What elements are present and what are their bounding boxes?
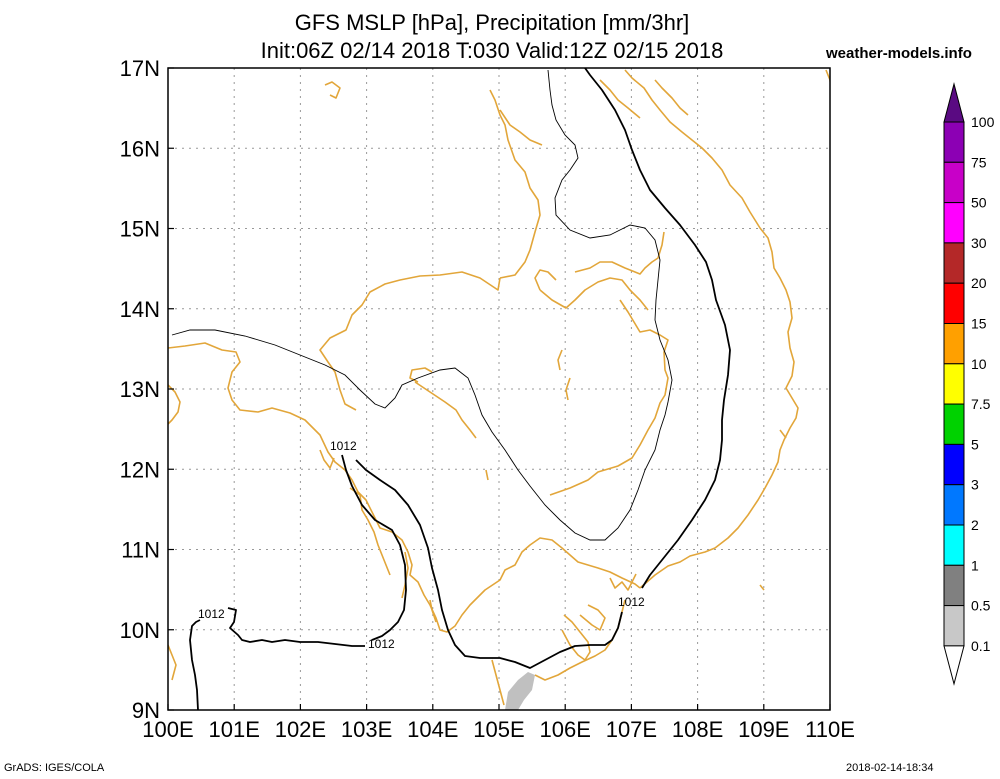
colorbar-label: 100 (971, 114, 995, 130)
map-title: GFS MSLP [hPa], Precipitation [mm/3hr] (294, 10, 690, 35)
colorbar-label: 75 (971, 154, 987, 170)
colorbar-segment (943, 403, 965, 445)
colorbar-label: 1 (971, 557, 979, 573)
colorbar-label: 50 (971, 195, 987, 211)
colorbar-label: 2 (971, 517, 979, 533)
lon-tick-label: 108E (672, 717, 723, 742)
isobar-label: 1012 (368, 637, 395, 651)
isobar-label: 1012 (198, 607, 225, 621)
precipitation-area (505, 672, 535, 710)
lat-tick-label: 16N (120, 136, 160, 161)
colorbar-segment (943, 121, 965, 163)
footer-credit: GrADS: IGES/COLA (4, 762, 105, 774)
colorbar-label: 0.1 (971, 638, 991, 654)
colorbar-label: 0.5 (971, 598, 991, 614)
colorbar-bottom-arrow (943, 645, 965, 686)
colorbar-label: 15 (971, 316, 987, 332)
coastline-borders (168, 69, 830, 706)
colorbar-segment (943, 443, 965, 486)
lat-tick-label: 17N (120, 56, 160, 81)
site-watermark: weather-models.info (826, 45, 972, 62)
colorbar-label: 10 (971, 356, 987, 372)
lat-lon-grid (168, 68, 830, 710)
lat-tick-label: 9N (132, 698, 160, 723)
colorbar-label: 3 (971, 477, 979, 493)
colorbar-label: 5 (971, 436, 979, 452)
lat-tick-label: 14N (120, 297, 160, 322)
isobar-thin (171, 69, 673, 541)
latitude-labels: 17N 16N 15N 14N 13N 12N 11N 10N 9N (120, 56, 160, 723)
isobar-label: 1012 (330, 439, 357, 453)
colorbar-label: 20 (971, 275, 987, 291)
colorbar-segment (943, 363, 965, 405)
colorbar-segment (943, 564, 965, 607)
colorbar-segment (943, 161, 965, 204)
lon-tick-label: 103E (341, 717, 392, 742)
isobars-1012 (189, 68, 731, 710)
isobar-label: 1012 (618, 595, 645, 609)
lon-tick-label: 110E (805, 717, 855, 742)
lat-tick-label: 12N (120, 457, 160, 482)
colorbar-segment (943, 323, 965, 365)
lon-tick-label: 104E (407, 717, 458, 742)
lon-tick-label: 106E (540, 717, 591, 742)
precipitation-colorbar: 100 75 50 30 20 15 10 7.5 5 3 2 1 0.5 0.1 (943, 82, 995, 686)
colorbar-segment (943, 484, 965, 526)
lon-tick-label: 102E (275, 717, 326, 742)
longitude-labels: 100E 101E 102E 103E 104E 105E 106E 107E 108E 109E… (142, 717, 855, 742)
lon-tick-label: 109E (738, 717, 789, 742)
colorbar-label: 30 (971, 235, 987, 251)
lon-tick-label: 105E (473, 717, 524, 742)
colorbar-segment (943, 605, 965, 647)
colorbar-segment (943, 524, 965, 566)
lat-tick-label: 15N (120, 217, 160, 242)
lon-tick-label: 107E (606, 717, 657, 742)
colorbar-label: 7.5 (971, 396, 991, 412)
lat-tick-label: 13N (120, 377, 160, 402)
lon-tick-label: 101E (209, 717, 260, 742)
colorbar-top-arrow (943, 82, 965, 123)
colorbar-segment (943, 282, 965, 325)
lat-tick-label: 10N (120, 618, 160, 643)
lon-tick-label: 100E (142, 717, 193, 742)
colorbar-segment (943, 242, 965, 284)
lat-tick-label: 11N (121, 538, 160, 563)
footer-timestamp: 2018-02-14-18:34 (846, 762, 934, 774)
colorbar-segment (943, 202, 965, 244)
map-subtitle-valid-time: Init:06Z 02/14 2018 T:030 Valid:12Z 02/1… (260, 38, 724, 63)
